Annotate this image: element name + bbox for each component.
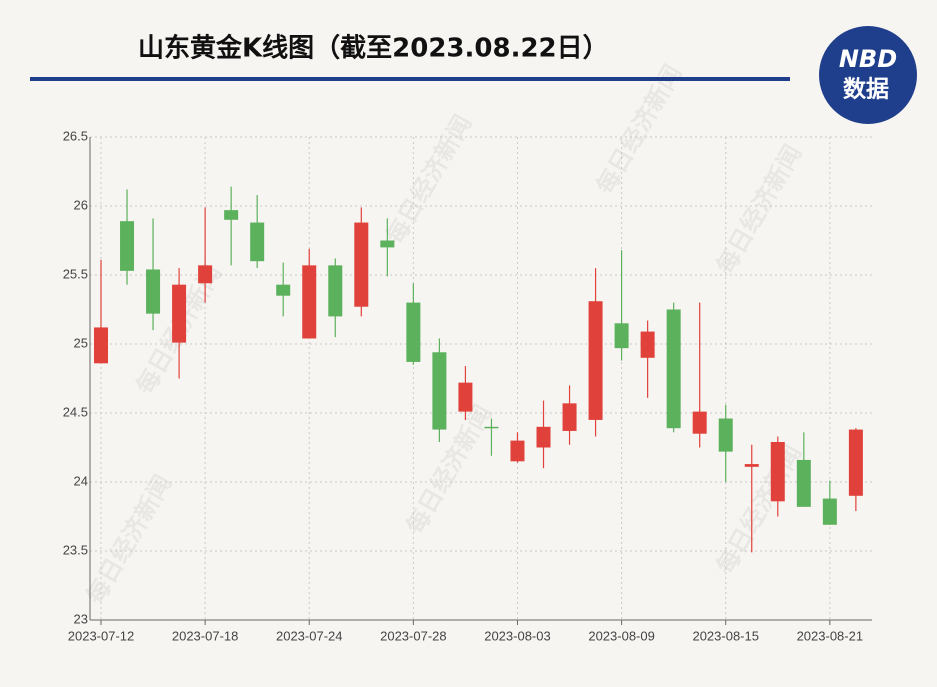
x-tick-label: 2023-08-03 [484,628,551,643]
logo [819,26,917,124]
x-tick-label: 2023-08-21 [797,628,864,643]
candle-body [666,309,681,429]
candle-body [640,331,655,358]
y-tick-label: 23.5 [63,542,88,557]
candle-body [484,426,499,429]
candle-body [562,403,577,431]
candle-body [276,284,291,296]
candle-body [172,284,187,343]
candle-body [406,302,421,362]
candle-body [536,426,551,448]
candle-body [354,222,369,307]
y-tick-label: 23 [74,611,88,626]
logo-text: NBD [839,45,897,73]
candle-body [146,269,161,314]
x-tick-label: 2023-07-12 [68,628,135,643]
candle-body [198,265,213,284]
title-rule [30,77,790,81]
candle-body [510,440,525,462]
candle-body [848,429,863,496]
candle-body [120,221,135,271]
y-tick-label: 24.5 [63,404,88,419]
candle-body [432,352,447,430]
x-tick-label: 2023-07-18 [172,628,239,643]
y-tick-label: 26.5 [63,128,88,143]
plot: 23 23.5 24 24.5 25 25.5 26 26.5 2023-07-12 2023-0… [63,128,872,643]
candle-body [302,265,317,339]
candle-body [94,327,108,364]
candle-body [250,222,265,262]
candle-body [744,464,759,467]
y-tick-label: 26 [74,197,88,212]
y-tick-label: 25 [74,335,88,350]
candle-body [224,210,239,220]
x-tick-label: 2023-07-24 [276,628,343,643]
x-tick-label: 2023-08-09 [588,628,655,643]
candle-body [614,323,629,349]
y-tick-label: 25.5 [63,266,88,281]
chart-title: 山东黄金K线图（截至2023.08.22日） [138,33,609,64]
candle-body [822,498,837,525]
candle-body [328,265,343,317]
candle-body [588,301,603,420]
candle-body [770,441,785,502]
candle-body [692,411,707,434]
logo-text: 数据 [843,77,889,103]
candle-body [796,459,811,507]
candle-body [718,418,733,452]
candle-body [458,382,473,412]
x-tick-label: 2023-08-15 [692,628,759,643]
candle-body [380,240,395,248]
x-tick-label: 2023-07-28 [380,628,447,643]
y-tick-label: 24 [74,473,88,488]
